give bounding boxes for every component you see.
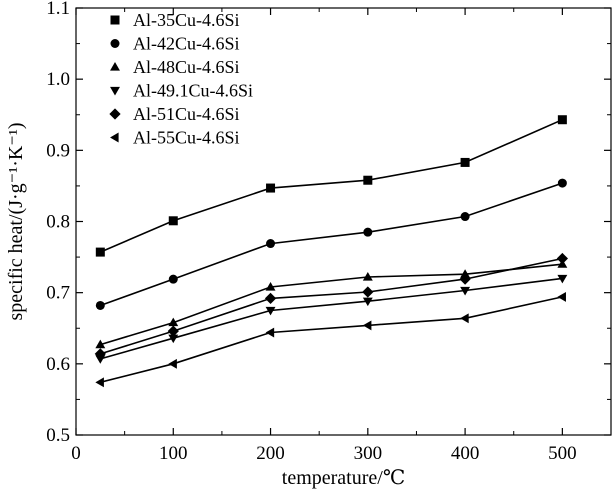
data-point	[265, 306, 276, 316]
x-tick-label: 200	[256, 443, 285, 464]
legend: Al-35Cu-4.6Si Al-42Cu-4.6Si Al-48Cu-4.6Si A…	[109, 10, 253, 148]
series-line	[99, 118, 563, 253]
data-point	[266, 239, 276, 249]
data-point	[168, 216, 178, 226]
data-point	[95, 247, 105, 257]
data-point	[95, 339, 106, 349]
series-line	[100, 263, 563, 346]
data-point	[362, 272, 373, 281]
data-point	[362, 297, 373, 307]
x-axis-title: temperature/℃	[282, 467, 405, 489]
series-layer	[94, 115, 568, 388]
legend-label: Al-42Cu-4.6Si	[133, 34, 240, 54]
data-point	[95, 377, 104, 388]
legend-marker	[109, 108, 121, 120]
data-point	[363, 175, 373, 185]
legend-label: Al-49.1Cu-4.6Si	[133, 81, 253, 101]
x-tick-label: 400	[451, 443, 480, 464]
series-5	[95, 291, 566, 388]
series-line	[100, 257, 563, 355]
data-point	[460, 212, 470, 222]
series-line	[100, 277, 563, 360]
y-tick-label: 0.7	[46, 283, 70, 304]
data-point	[265, 282, 276, 291]
data-point	[168, 358, 177, 369]
data-point	[557, 274, 568, 284]
data-point	[94, 348, 106, 360]
legend-marker	[110, 15, 120, 25]
y-tick-label: 0.5	[46, 425, 70, 446]
y-tick-label: 1.0	[46, 69, 70, 90]
data-point	[363, 227, 373, 237]
data-point	[266, 183, 276, 193]
y-axis-title: specific heat/(J·g⁻¹·K⁻¹)	[5, 122, 27, 320]
data-point	[95, 300, 105, 310]
data-point	[264, 292, 277, 304]
series-0	[95, 115, 567, 257]
legend-label: Al-51Cu-4.6Si	[133, 104, 240, 124]
legend-marker	[110, 86, 120, 96]
legend-marker	[110, 39, 120, 48]
data-point	[557, 291, 566, 302]
series-3	[95, 274, 568, 364]
data-point	[460, 313, 469, 324]
x-tick-label: 100	[159, 443, 188, 464]
y-tick-label: 0.6	[46, 354, 70, 375]
data-point	[557, 115, 567, 125]
data-point	[168, 317, 179, 327]
legend-marker	[110, 132, 119, 143]
legend-label: Al-48Cu-4.6Si	[133, 57, 240, 77]
series-4	[94, 252, 568, 360]
legend-label: Al-35Cu-4.6Si	[133, 10, 240, 30]
data-point	[460, 157, 470, 167]
axes: 0 100 200 300 400 500 0.5 0.6 0.7 0.8 0.9 1.0 1.1	[46, 0, 612, 464]
data-point	[460, 286, 471, 296]
y-tick-label: 1.1	[46, 0, 70, 19]
data-point	[168, 274, 178, 284]
data-point	[460, 269, 471, 278]
legend-marker	[110, 62, 120, 71]
data-point	[95, 355, 106, 364]
data-point	[362, 320, 372, 331]
data-point	[362, 286, 374, 298]
series-line	[100, 182, 563, 307]
x-tick-label: 0	[71, 443, 81, 464]
data-point	[459, 273, 471, 285]
data-point	[265, 327, 275, 338]
series-1	[95, 178, 567, 310]
data-point	[167, 325, 179, 337]
x-tick-label: 300	[354, 443, 383, 464]
y-tick-label: 0.8	[46, 212, 70, 233]
data-point	[557, 178, 567, 188]
data-point	[556, 252, 568, 265]
y-tick-label: 0.9	[46, 140, 70, 161]
legend-label: Al-55Cu-4.6Si	[133, 128, 240, 148]
data-point	[168, 334, 179, 344]
series-line	[100, 296, 563, 384]
x-tick-label: 500	[548, 443, 577, 464]
